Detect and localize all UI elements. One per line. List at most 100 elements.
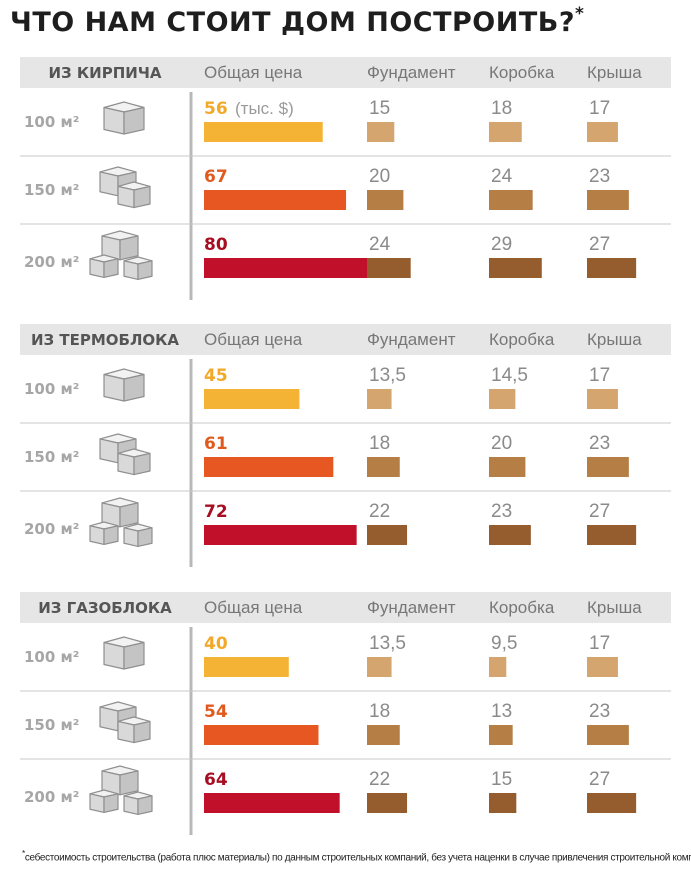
page-title-text: ЧТО НАМ СТОИТ ДОМ ПОСТРОИТЬ? [10, 7, 575, 38]
title-footnote-mark: * [575, 4, 585, 24]
roof-value-label: 17 [589, 365, 610, 386]
section-title: ИЗ КИРПИЧА [48, 64, 161, 82]
total-price-label: 72 [204, 502, 228, 522]
box-value-label: 9,5 [491, 633, 517, 654]
column-header: Коробка [489, 63, 555, 82]
foundation-bar [367, 793, 408, 813]
box-bar [489, 525, 531, 545]
roof-value-label: 27 [589, 234, 610, 255]
roof-value-label: 23 [589, 166, 610, 187]
roof-bar [587, 190, 629, 210]
area-label: 150 м² [24, 181, 79, 199]
foundation-bar [367, 525, 408, 545]
page-title: ЧТО НАМ СТОИТ ДОМ ПОСТРОИТЬ?* [10, 4, 584, 38]
total-price-label: 64 [204, 770, 228, 790]
roof-bar [587, 657, 618, 677]
house-100-icon [103, 368, 145, 402]
foundation-bar [367, 122, 395, 142]
box-bar [489, 457, 526, 477]
total-price-bar [204, 457, 334, 477]
total-price-label: 61 [204, 434, 228, 454]
house-200-icon [89, 765, 153, 815]
house-150-icon [99, 701, 151, 744]
footnote-mark: * [22, 848, 25, 858]
house-200-icon [89, 497, 153, 547]
roof-value-label: 27 [589, 769, 610, 790]
roof-bar [587, 725, 629, 745]
foundation-value-label: 13,5 [369, 633, 406, 654]
column-header: Крыша [587, 63, 642, 82]
foundation-bar [367, 389, 392, 409]
box-value-label: 13 [491, 701, 512, 722]
box-value-label: 23 [491, 501, 512, 522]
roof-bar [587, 258, 637, 278]
area-label: 200 м² [24, 253, 79, 271]
roof-bar [587, 389, 618, 409]
total-price-label: 40 [204, 634, 228, 654]
box-value-label: 20 [491, 433, 512, 454]
roof-value-label: 27 [589, 501, 610, 522]
house-100-icon [103, 636, 145, 670]
box-value-label: 29 [491, 234, 512, 255]
box-bar [489, 725, 513, 745]
foundation-value-label: 22 [369, 501, 390, 522]
foundation-value-label: 15 [369, 98, 390, 119]
foundation-bar [367, 657, 392, 677]
foundation-value-label: 22 [369, 769, 390, 790]
box-bar [489, 657, 507, 677]
total-price-label: 54 [204, 702, 228, 722]
column-header: Коробка [489, 330, 555, 349]
roof-value-label: 23 [589, 701, 610, 722]
foundation-value-label: 18 [369, 433, 390, 454]
total-price-label: 56 [204, 99, 228, 119]
area-label: 100 м² [24, 113, 79, 131]
total-price-bar [204, 793, 340, 813]
box-bar [489, 793, 517, 813]
house-150-icon [99, 166, 151, 209]
section-header-bg [20, 57, 671, 88]
unit-label: (тыс. $) [235, 99, 294, 118]
total-price-bar [204, 122, 323, 142]
foundation-value-label: 24 [369, 234, 391, 255]
area-label: 150 м² [24, 716, 79, 734]
box-bar [489, 190, 533, 210]
foundation-value-label: 18 [369, 701, 390, 722]
column-header: Крыша [587, 598, 642, 617]
house-100-icon [103, 101, 145, 135]
roof-bar [587, 525, 637, 545]
total-price-label: 80 [204, 235, 228, 255]
roof-bar [587, 122, 618, 142]
footnote: *себестоимость строительства (работа плю… [22, 848, 691, 863]
roof-bar [587, 457, 629, 477]
total-price-bar [204, 525, 357, 545]
column-header: Фундамент [367, 330, 456, 349]
section-header-bg [20, 324, 671, 355]
box-bar [489, 258, 542, 278]
box-value-label: 14,5 [491, 365, 528, 386]
house-150-icon [99, 433, 151, 476]
section-header-bg [20, 592, 671, 623]
total-price-bar [204, 258, 374, 278]
column-header: Фундамент [367, 598, 456, 617]
foundation-bar [367, 457, 400, 477]
foundation-value-label: 13,5 [369, 365, 406, 386]
column-header: Фундамент [367, 63, 456, 82]
footnote-text: себестоимость строительства (работа плюс… [24, 852, 691, 864]
area-label: 200 м² [24, 520, 79, 538]
foundation-bar [367, 725, 400, 745]
total-price-label: 45 [204, 366, 228, 386]
box-value-label: 15 [491, 769, 512, 790]
total-price-bar [204, 657, 289, 677]
box-bar [489, 122, 522, 142]
foundation-bar [367, 258, 411, 278]
area-label: 200 м² [24, 788, 79, 806]
column-header: Крыша [587, 330, 642, 349]
foundation-value-label: 20 [369, 166, 390, 187]
area-label: 100 м² [24, 648, 79, 666]
box-value-label: 24 [491, 166, 513, 187]
roof-value-label: 23 [589, 433, 610, 454]
total-price-bar [204, 190, 347, 210]
column-header: Коробка [489, 598, 555, 617]
box-bar [489, 389, 516, 409]
